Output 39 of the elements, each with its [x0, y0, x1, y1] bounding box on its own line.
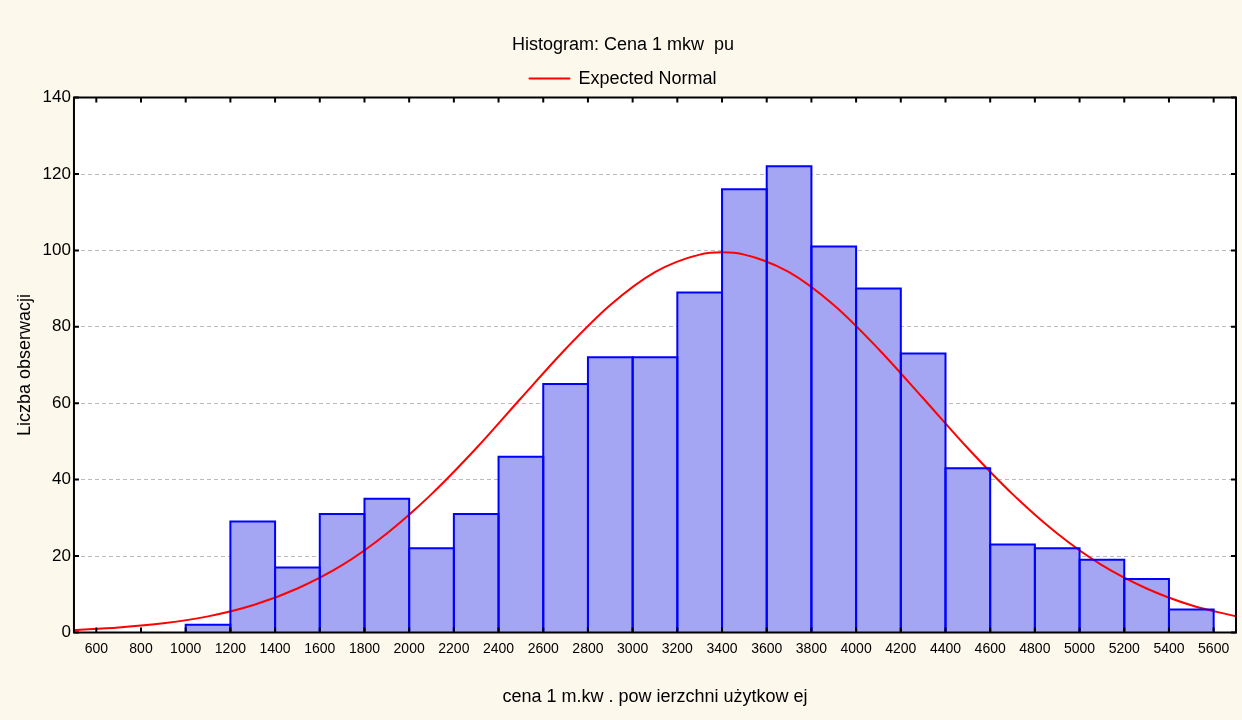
y-tick-label: 0 — [61, 622, 71, 642]
x-tick-label: 2600 — [527, 640, 560, 657]
y-tick-label: 120 — [42, 163, 71, 183]
x-tick-label: 600 — [84, 640, 109, 657]
x-tick-label: 3600 — [751, 640, 783, 657]
x-tick-label: 800 — [129, 640, 153, 657]
x-axis-title: cena 1 m.kw . pow ierzchni użytkow ej — [502, 686, 808, 707]
x-tick-label: 1400 — [259, 640, 291, 657]
x-tick-label: 3000 — [617, 640, 649, 657]
x-tick-label: 4200 — [885, 640, 917, 657]
x-tick-label: 5200 — [1108, 640, 1141, 657]
y-tick-label: 80 — [52, 316, 71, 336]
y-axis-title: Liczba obserwacji — [13, 293, 34, 437]
x-tick-label: 3200 — [661, 640, 694, 657]
y-tick-label: 20 — [52, 545, 71, 565]
x-tick-label: 2200 — [438, 640, 470, 657]
x-tick-label: 1600 — [304, 640, 336, 657]
x-tick-label: 5600 — [1198, 640, 1230, 657]
x-tick-label: 4000 — [840, 640, 872, 657]
legend-label: Expected Normal — [578, 67, 717, 88]
x-tick-label: 2000 — [393, 640, 425, 657]
x-tick-label: 5400 — [1153, 640, 1185, 657]
line-series — [73, 251, 1236, 632]
x-tick-label: 3800 — [795, 640, 828, 657]
y-tick-label: 140 — [42, 87, 71, 107]
x-tick-label: 4400 — [929, 640, 962, 657]
x-tick-label: 4600 — [974, 640, 1006, 657]
y-tick-label: 60 — [52, 392, 71, 412]
x-tick-label: 1200 — [214, 640, 247, 657]
x-tick-label: 3400 — [706, 640, 738, 657]
x-tick-label: 4800 — [1019, 640, 1051, 657]
x-tick-label: 1000 — [170, 640, 202, 657]
x-tick-label: 2800 — [572, 640, 604, 657]
y-tick-label: 40 — [52, 469, 71, 489]
x-tick-label: 5000 — [1063, 640, 1096, 657]
x-tick-label: 2400 — [482, 640, 515, 657]
x-tick-label: 1800 — [348, 640, 381, 657]
chart-title: Histogram: Cena 1 mkw pu — [511, 33, 735, 54]
y-tick-label: 100 — [42, 240, 71, 260]
